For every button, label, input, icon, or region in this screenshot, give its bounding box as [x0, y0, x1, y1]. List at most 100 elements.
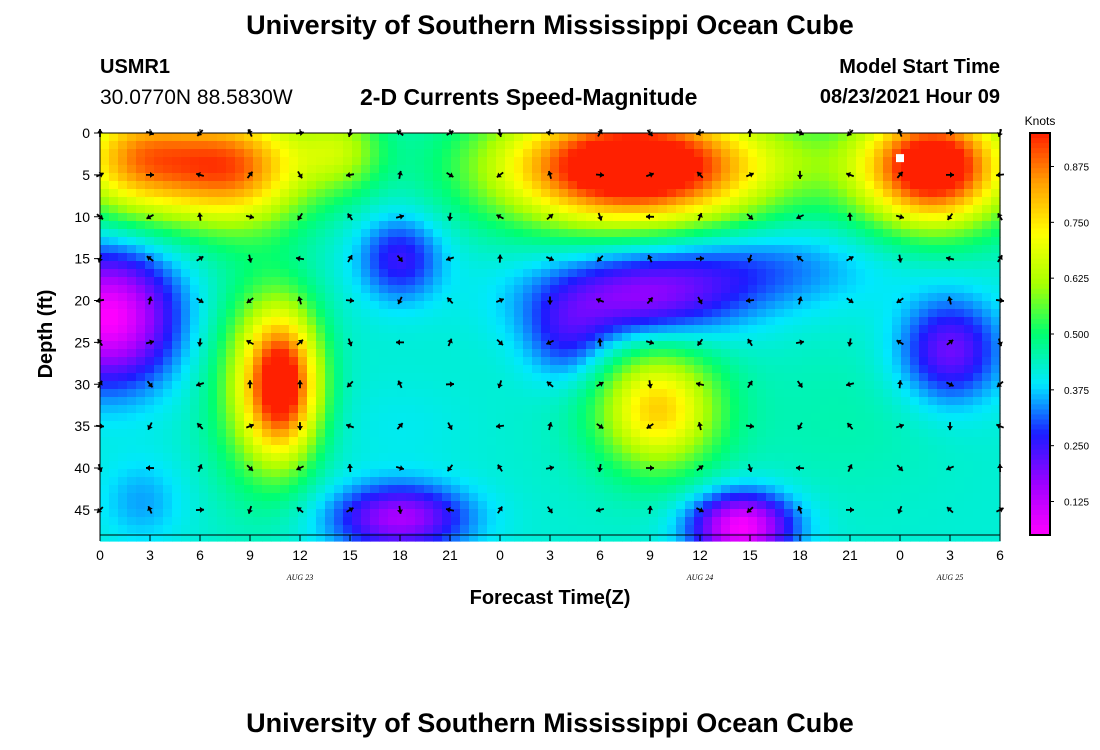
current-arrow [647, 254, 653, 263]
current-arrow [695, 255, 705, 262]
current-vectors [95, 128, 1005, 514]
x-axis-label: Forecast Time(Z) [470, 587, 631, 609]
x-tick-label: 0 [96, 547, 104, 563]
current-arrow [797, 170, 803, 179]
current-arrow [246, 171, 254, 179]
current-arrow [697, 296, 703, 305]
current-arrow [396, 339, 404, 346]
current-arrow [847, 212, 853, 221]
colorbar-tick-label: 0.375 [1064, 386, 1089, 397]
current-arrow [797, 422, 803, 431]
current-arrow [495, 423, 505, 430]
current-arrow [296, 339, 304, 346]
current-arrow [647, 380, 653, 389]
current-arrow [897, 254, 903, 263]
current-arrow [195, 506, 205, 513]
current-arrow [747, 463, 753, 473]
current-arrow [597, 338, 603, 347]
current-arrow [946, 171, 954, 178]
current-arrow [746, 213, 754, 221]
current-arrow [946, 506, 954, 514]
station-coordinates: 30.0770N 88.5830W [100, 86, 293, 109]
current-arrow [145, 465, 155, 471]
current-arrow [845, 381, 855, 388]
colorbar-tick-label: 0.750 [1064, 218, 1089, 229]
speed-field [100, 133, 1001, 542]
current-arrow [896, 171, 904, 179]
current-arrow [796, 380, 804, 389]
current-arrow [497, 506, 503, 514]
current-arrow [895, 423, 905, 429]
colorbar-tick-label: 0.250 [1064, 442, 1089, 453]
y-tick-label: 0 [82, 125, 90, 141]
colorbar [1030, 133, 1050, 536]
x-tick-label: 15 [742, 547, 758, 563]
chart-title-top: University of Southern Mississippi Ocean… [246, 10, 854, 40]
current-arrow [295, 255, 305, 262]
current-arrow [345, 171, 355, 178]
current-arrow [496, 214, 504, 220]
current-arrow [946, 381, 954, 387]
current-arrow [696, 464, 704, 472]
current-arrow [547, 170, 553, 179]
station-id: USMR1 [100, 56, 171, 78]
current-arrow [646, 423, 654, 430]
x-tick-label: 12 [292, 547, 308, 563]
x-tick-label: 3 [146, 547, 154, 563]
current-arrow [846, 255, 854, 262]
current-arrow [846, 422, 854, 430]
current-arrow [595, 506, 605, 513]
current-arrow [346, 380, 354, 388]
current-arrow [397, 170, 403, 179]
current-arrow [246, 297, 254, 304]
y-tick-label: 40 [74, 460, 90, 476]
model-start-time: 08/23/2021 Hour 09 [819, 86, 1000, 108]
current-arrow [796, 255, 804, 262]
date-label: AUG 24 [686, 573, 713, 582]
chart-title-bottom: University of Southern Mississippi Ocean… [246, 708, 854, 738]
colorbar-tick-label: 0.875 [1064, 163, 1089, 174]
y-tick-label: 10 [74, 209, 90, 225]
current-arrow [947, 422, 953, 431]
x-tick-label: 18 [792, 547, 808, 563]
current-arrow [747, 254, 753, 263]
current-arrow [596, 381, 604, 388]
current-arrow [447, 422, 453, 431]
current-arrow [147, 296, 153, 305]
current-arrow [397, 296, 403, 305]
current-arrow [945, 255, 955, 262]
current-arrow [746, 506, 754, 514]
current-arrow [396, 254, 404, 263]
current-arrow [845, 172, 855, 178]
current-arrow [547, 296, 553, 305]
current-arrow [296, 465, 304, 471]
current-arrow [846, 506, 854, 513]
current-arrow [647, 505, 653, 514]
current-arrow [195, 381, 205, 388]
current-arrow [895, 213, 905, 220]
current-arrow [645, 213, 655, 220]
current-arrow [346, 212, 354, 221]
current-arrow [247, 380, 253, 389]
current-arrow [546, 213, 554, 221]
current-arrow [296, 506, 304, 514]
current-arrow [546, 506, 554, 514]
current-arrow [945, 465, 955, 471]
current-arrow [245, 213, 255, 220]
current-arrow [345, 423, 355, 429]
x-tick-label: 18 [392, 547, 408, 563]
current-arrow [347, 463, 353, 473]
x-tick-label: 3 [546, 547, 554, 563]
current-arrow [696, 338, 704, 347]
current-arrow [547, 422, 553, 431]
colorbar-tick-label: 0.625 [1064, 274, 1089, 285]
current-arrow [696, 507, 704, 513]
current-arrow [247, 505, 253, 514]
current-arrow [595, 297, 605, 304]
current-arrow [195, 172, 205, 178]
current-arrow [146, 380, 154, 388]
current-arrow [847, 338, 853, 347]
current-arrow [145, 339, 155, 346]
model-start-label: Model Start Time [839, 56, 1000, 78]
